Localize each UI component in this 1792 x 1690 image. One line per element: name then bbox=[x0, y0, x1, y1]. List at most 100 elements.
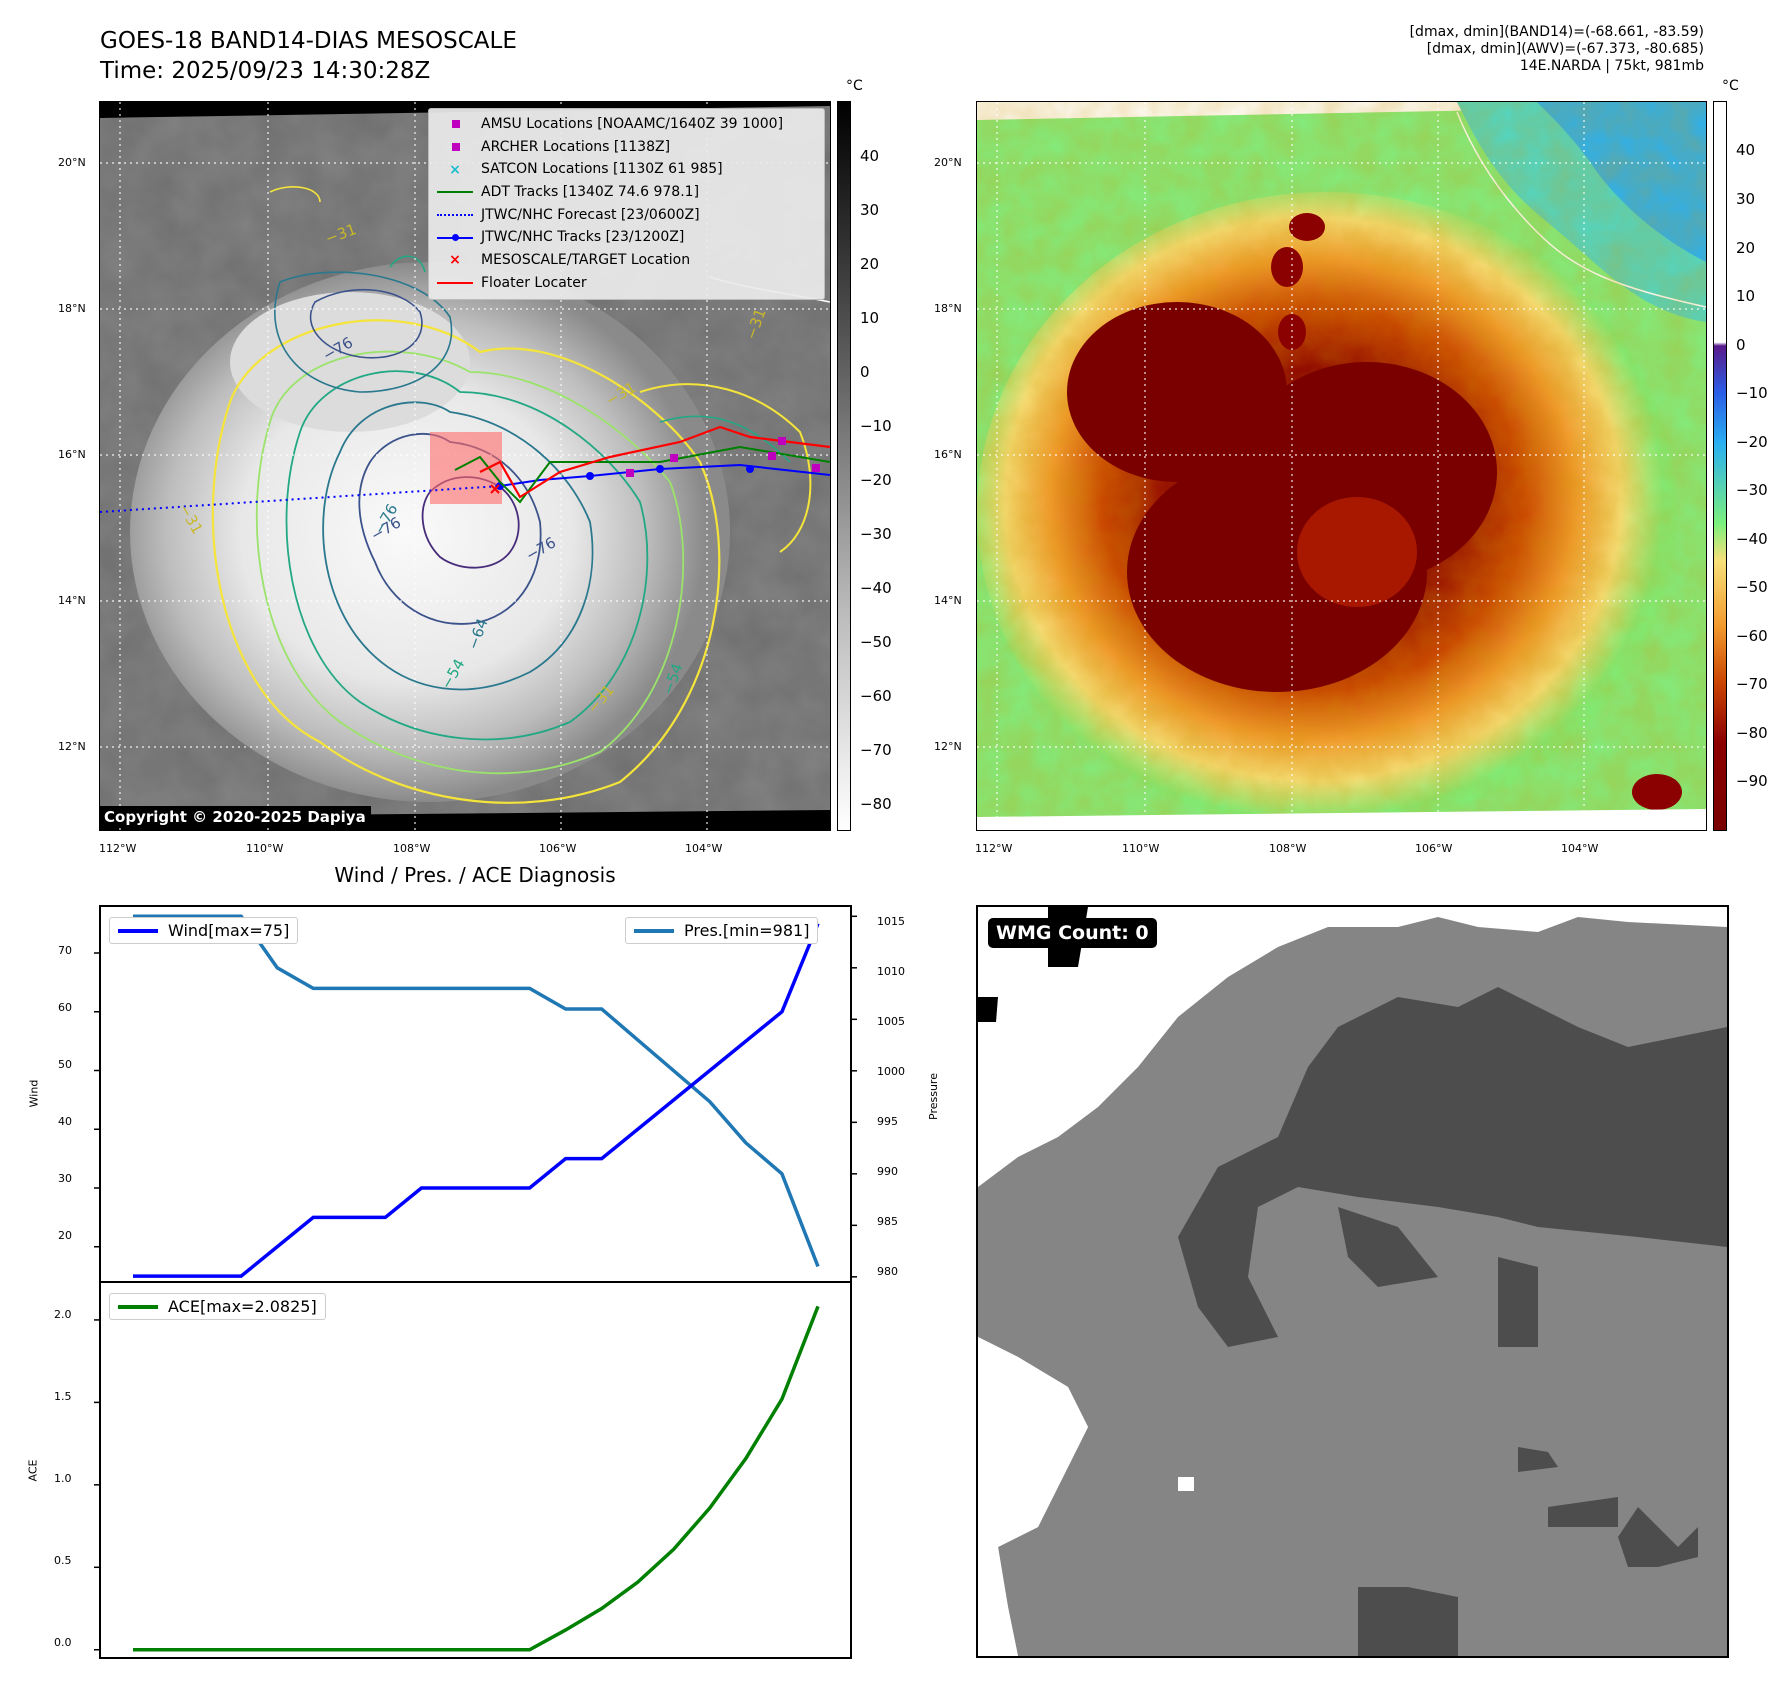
ace-series-line bbox=[133, 1305, 820, 1652]
ace-tick: 1.5 bbox=[54, 1390, 72, 1403]
lat-label: 12°N bbox=[58, 740, 86, 753]
lat-label: 20°N bbox=[58, 156, 86, 169]
wind-legend: Wind[max=75] bbox=[109, 917, 299, 944]
ace-tick: 2.0 bbox=[54, 1308, 72, 1321]
ace-frame bbox=[99, 1281, 852, 1659]
wind-tick: 50 bbox=[58, 1058, 72, 1071]
info-line-1: [dmax, dmin](BAND14)=(-68.661, -83.59) bbox=[1409, 24, 1704, 40]
wmg-count-badge: WMG Count: 0 bbox=[988, 918, 1157, 948]
legend-floater: Floater Locater bbox=[437, 272, 816, 295]
lat-label: 16°N bbox=[58, 448, 86, 461]
awv-cb-tick: −80 bbox=[1736, 724, 1768, 742]
awv-cb-tick: −10 bbox=[1736, 384, 1768, 402]
title-line-1: GOES-18 BAND14-DIAS MESOSCALE bbox=[100, 28, 517, 54]
figure-title: GOES-18 BAND14-DIAS MESOSCALE Time: 2025… bbox=[100, 26, 517, 86]
lon-label: 106°W bbox=[1415, 842, 1453, 855]
awv-colorbar-unit: °C bbox=[1722, 78, 1739, 94]
awv-cb-tick: 40 bbox=[1736, 141, 1756, 159]
legend-satcon: × SATCON Locations [1130Z 61 985] bbox=[449, 161, 723, 178]
wmg-classification-image bbox=[978, 907, 1727, 1656]
pres-tick: 985 bbox=[877, 1215, 898, 1228]
legend-adt: ADT Tracks [1340Z 74.6 978.1] bbox=[437, 181, 816, 204]
wind-tick: 30 bbox=[58, 1172, 72, 1185]
legend-jtwc-tracks: JTWC/NHC Tracks [23/1200Z] bbox=[437, 226, 816, 249]
ir-cb-tick: −80 bbox=[860, 795, 892, 813]
awv-cb-tick: 20 bbox=[1736, 239, 1756, 257]
storm-info: [dmax, dmin](BAND14)=(-68.661, -83.59) [… bbox=[1410, 24, 1704, 75]
awv-cb-tick: 10 bbox=[1736, 287, 1756, 305]
awv-cb-tick: −70 bbox=[1736, 675, 1768, 693]
copyright-label: Copyright © 2020-2025 Dapiya bbox=[99, 806, 371, 828]
ir-cb-tick: −70 bbox=[860, 741, 892, 759]
ir-colorbar bbox=[837, 101, 851, 831]
ir-cb-tick: −60 bbox=[860, 687, 892, 705]
ir-cb-tick: −20 bbox=[860, 471, 892, 489]
lat-label: 18°N bbox=[58, 302, 86, 315]
lon-label: 110°W bbox=[246, 842, 284, 855]
pressure-series-line bbox=[133, 914, 820, 1268]
awv-colorbar bbox=[1713, 101, 1727, 831]
lat-label: 14°N bbox=[934, 594, 962, 607]
ir-cb-tick: 20 bbox=[860, 255, 880, 273]
lon-label: 110°W bbox=[1122, 842, 1160, 855]
info-line-2: [dmax, dmin](AWV)=(-67.373, -80.685) bbox=[1426, 41, 1704, 57]
ace-axis-label: ACE bbox=[26, 1459, 40, 1482]
pres-tick: 1005 bbox=[877, 1015, 905, 1028]
awv-cb-tick: −30 bbox=[1736, 481, 1768, 499]
legend-amsu: AMSU Locations [NOAAMC/1640Z 39 1000] bbox=[437, 113, 816, 136]
lon-label: 104°W bbox=[685, 842, 723, 855]
pres-tick: 1010 bbox=[877, 965, 905, 978]
awv-cb-tick: −90 bbox=[1736, 772, 1768, 790]
wind-tick: 70 bbox=[58, 944, 72, 957]
lon-label: 112°W bbox=[99, 842, 137, 855]
wind-tick: 60 bbox=[58, 1001, 72, 1014]
wind-axis-label: Wind bbox=[27, 1079, 41, 1108]
ir-cb-tick: 40 bbox=[860, 147, 880, 165]
lat-label: 12°N bbox=[934, 740, 962, 753]
ir-cb-tick: −50 bbox=[860, 633, 892, 651]
pres-tick: 990 bbox=[877, 1165, 898, 1178]
info-line-3: 14E.NARDA | 75kt, 981mb bbox=[1519, 58, 1704, 74]
map-legend: AMSU Locations [NOAAMC/1640Z 39 1000] AR… bbox=[428, 108, 825, 300]
title-line-2: Time: 2025/09/23 14:30:28Z bbox=[100, 58, 431, 84]
pres-tick: 1015 bbox=[877, 915, 905, 928]
ir-cb-tick: 10 bbox=[860, 309, 880, 327]
ir-cb-tick: 0 bbox=[860, 363, 870, 381]
lat-label: 20°N bbox=[934, 156, 962, 169]
wind-tick: 20 bbox=[58, 1229, 72, 1242]
pressure-legend: Pres.[min=981] bbox=[625, 917, 819, 944]
diagnosis-title: Wind / Pres. / ACE Diagnosis bbox=[334, 863, 616, 887]
lat-label: 18°N bbox=[934, 302, 962, 315]
ir-colorbar-unit: °C bbox=[846, 78, 863, 94]
ace-tick: 1.0 bbox=[54, 1472, 72, 1485]
legend-archer: ARCHER Locations [1138Z] bbox=[437, 136, 816, 159]
ir-cb-tick: −40 bbox=[860, 579, 892, 597]
lon-label: 106°W bbox=[539, 842, 577, 855]
lon-label: 108°W bbox=[393, 842, 431, 855]
pressure-axis-label: Pressure bbox=[926, 1073, 940, 1120]
legend-mesoscale: × MESOSCALE/TARGET Location bbox=[449, 252, 691, 269]
wind-series-line bbox=[133, 922, 820, 1278]
lon-label: 112°W bbox=[975, 842, 1013, 855]
ir-cb-tick: −10 bbox=[860, 417, 892, 435]
awv-satellite-image bbox=[977, 102, 1706, 830]
pres-tick: 995 bbox=[877, 1115, 898, 1128]
lat-label: 14°N bbox=[58, 594, 86, 607]
wind-tick: 40 bbox=[58, 1115, 72, 1128]
awv-satellite-panel bbox=[976, 101, 1707, 831]
ace-legend: ACE[max=2.0825] bbox=[109, 1293, 326, 1320]
pres-tick: 980 bbox=[877, 1265, 898, 1278]
ir-cb-tick: −30 bbox=[860, 525, 892, 543]
wmg-panel bbox=[976, 905, 1729, 1658]
legend-jtwc-forecast: JTWC/NHC Forecast [23/0600Z] bbox=[437, 204, 816, 227]
lat-label: 16°N bbox=[934, 448, 962, 461]
awv-cb-tick: 30 bbox=[1736, 190, 1756, 208]
ace-tick: 0.0 bbox=[54, 1636, 72, 1649]
ir-cb-tick: 30 bbox=[860, 201, 880, 219]
awv-cb-tick: 0 bbox=[1736, 336, 1746, 354]
awv-cb-tick: −60 bbox=[1736, 627, 1768, 645]
wind-pres-frame bbox=[99, 905, 852, 1283]
ace-tick: 0.5 bbox=[54, 1554, 72, 1567]
lon-label: 108°W bbox=[1269, 842, 1307, 855]
pres-tick: 1000 bbox=[877, 1065, 905, 1078]
